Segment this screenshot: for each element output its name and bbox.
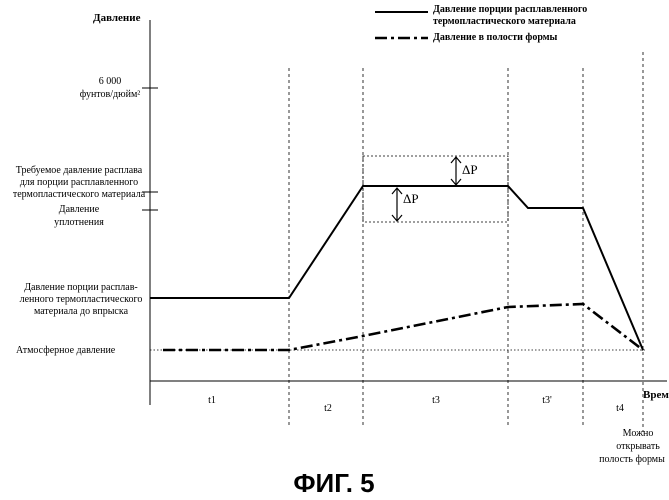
end-note-line3: полость формы (599, 454, 665, 465)
legend-solid-label-line1: Давление порции расплавленного (433, 4, 587, 15)
interval-t4: t4 (616, 403, 624, 414)
interval-t2: t2 (324, 403, 332, 414)
legend-dashdot-label: Давление в полости формы (433, 32, 558, 43)
end-note-line2: открывать (616, 441, 660, 452)
end-note-line1: Можно (623, 428, 654, 439)
delta-p-label-lower: ΔP (403, 191, 419, 206)
legend-solid-label-line2: термопластического материала (433, 16, 576, 27)
label-preinjection-line3: материала до впрыска (34, 306, 129, 317)
label-preinjection-line1: Давление порции расплав- (24, 282, 138, 293)
interval-t3: t3 (432, 395, 440, 406)
delta-p-box (363, 156, 508, 222)
delta-p-label-upper: ΔP (462, 162, 478, 177)
label-atmospheric: Атмосферное давление (16, 345, 116, 356)
label-packing-line1: Давление (59, 204, 100, 215)
y-axis-title: Давление (93, 12, 141, 24)
label-required-line2: для порции расплавленного (20, 177, 138, 188)
cavity-pressure-line (163, 304, 643, 350)
label-6000-line1: 6 000 (99, 76, 122, 87)
label-preinjection-line2: ленного термопластического (20, 294, 143, 305)
delta-p-arrow-lower (392, 188, 402, 221)
x-axis-title: Время (643, 389, 669, 401)
interval-t1: t1 (208, 395, 216, 406)
label-packing-line2: уплотнения (54, 217, 104, 228)
legend: Давление порции расплавленного термоплас… (375, 4, 587, 43)
label-6000-line2: фунтов/дюйм² (80, 89, 141, 100)
label-required-line1: Требуемое давление расплава (16, 165, 143, 176)
label-required-line3: термопластического материала (13, 189, 146, 200)
interval-t3-prime: t3' (542, 395, 552, 406)
delta-p-arrow-upper (451, 157, 461, 185)
figure-caption: ФИГ. 5 (293, 468, 374, 498)
